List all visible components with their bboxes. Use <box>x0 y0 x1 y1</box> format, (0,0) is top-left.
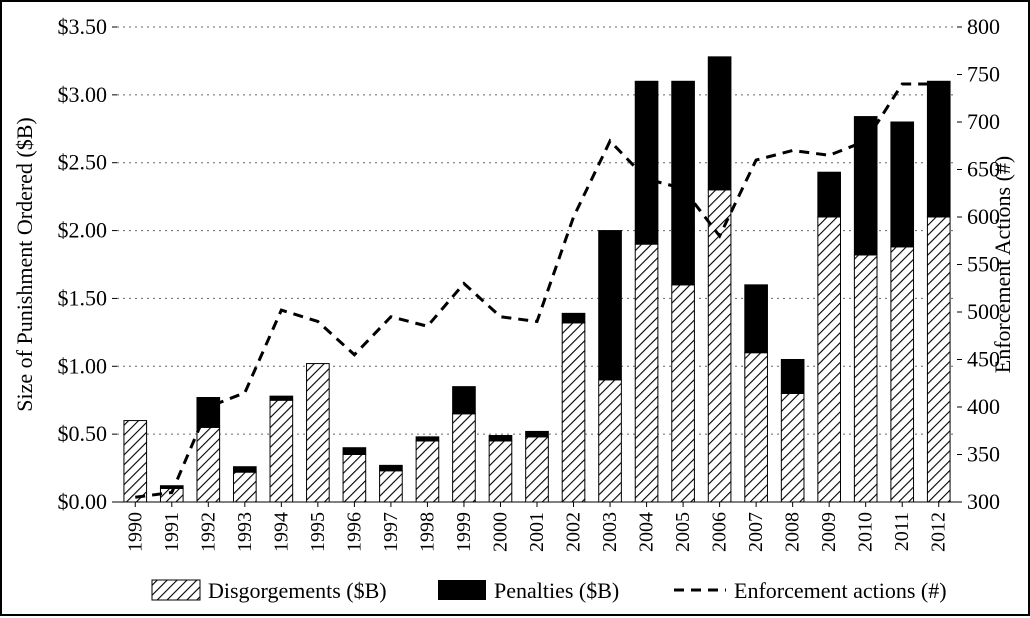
bar-disgorgements <box>234 472 257 502</box>
punishment-enforcement-chart: $0.00 $0.50 $1.00 $1.50 $2.00 $2.50 $3.00 $3.50… <box>2 2 1030 618</box>
y-right-tick-label: 350 <box>967 442 1000 467</box>
x-tick-label: 2010 <box>855 512 877 552</box>
x-tick-label: 1991 <box>161 512 183 552</box>
x-tick-label: 2009 <box>818 512 840 552</box>
bar-penalties <box>781 360 804 394</box>
x-tick-label: 2007 <box>745 512 767 552</box>
bar-disgorgements <box>599 380 622 502</box>
bar-penalties <box>453 387 476 414</box>
legend-label-disgorgements: Disgorgements ($B) <box>208 578 387 603</box>
x-tick-label: 2002 <box>563 512 585 552</box>
bar-disgorgements <box>927 217 950 502</box>
bar-disgorgements <box>672 285 695 502</box>
chart-frame: $0.00 $0.50 $1.00 $1.50 $2.00 $2.50 $3.00 $3.50… <box>0 0 1030 616</box>
x-tick-label: 2006 <box>709 512 731 552</box>
y-left-tick-label: $2.50 <box>58 150 108 175</box>
bar-penalties <box>416 437 439 441</box>
x-tick-label: 1995 <box>307 512 329 552</box>
x-tick-label: 1990 <box>124 512 146 552</box>
x-tick-label: 1997 <box>380 512 402 552</box>
x-tick-label: 1999 <box>453 512 475 552</box>
bar-penalties <box>745 285 768 353</box>
bar-penalties <box>854 117 877 255</box>
bar-disgorgements <box>526 437 549 502</box>
x-tick-label: 2003 <box>599 512 621 552</box>
bar-disgorgements <box>307 364 330 502</box>
bar-disgorgements <box>781 393 804 502</box>
bar-penalties <box>708 57 731 190</box>
bar-disgorgements <box>416 441 439 502</box>
bar-penalties <box>635 81 658 244</box>
bar-disgorgements <box>124 421 147 502</box>
y-left-tick-label: $3.00 <box>58 82 108 107</box>
bar-penalties <box>891 122 914 247</box>
y-left-tick-label: $1.50 <box>58 285 108 310</box>
y-left-axis-label: Size of Punishment Ordered ($B) <box>12 117 37 412</box>
x-tick-label: 2012 <box>928 512 950 552</box>
x-tick-label: 2005 <box>672 512 694 552</box>
bar-penalties <box>270 396 293 400</box>
x-tick-label: 1998 <box>416 512 438 552</box>
bar-disgorgements <box>197 427 220 502</box>
bar-penalties <box>562 313 585 323</box>
bar-penalties <box>599 231 622 380</box>
bar-disgorgements <box>635 244 658 502</box>
y-right-tick-label: 300 <box>967 489 1000 514</box>
x-tick-label: 1992 <box>197 512 219 552</box>
bar-penalties <box>927 81 950 217</box>
bar-penalties <box>526 431 549 436</box>
x-tick-label: 2004 <box>636 512 658 552</box>
y-left-tick-label: $2.00 <box>58 218 108 243</box>
x-tick-label: 2000 <box>489 512 511 552</box>
bar-disgorgements <box>854 255 877 502</box>
x-tick-label: 1993 <box>234 512 256 552</box>
bar-penalties <box>160 486 183 489</box>
bar-penalties <box>197 398 220 428</box>
y-left-tick-label: $3.50 <box>58 14 108 39</box>
bar-disgorgements <box>745 353 768 502</box>
bar-penalties <box>343 448 366 455</box>
x-tick-label: 2008 <box>782 512 804 552</box>
y-right-axis-label: Enforcement Actions (#) <box>990 156 1015 374</box>
y-left-tick-label: $0.50 <box>58 421 108 446</box>
bar-penalties <box>818 172 841 217</box>
x-tick-label: 1994 <box>270 512 292 552</box>
bar-penalties <box>380 465 403 470</box>
y-right-tick-label: 800 <box>967 14 1000 39</box>
bar-disgorgements <box>270 400 293 502</box>
x-tick-label: 1996 <box>343 512 365 552</box>
x-tick-label: 2001 <box>526 512 548 552</box>
legend: Disgorgements ($B) Penalties ($B) Enforcem… <box>152 578 947 603</box>
bar-disgorgements <box>453 414 476 502</box>
bar-penalties <box>489 436 512 441</box>
legend-label-penalties: Penalties ($B) <box>494 578 619 603</box>
y-left-tick-label: $1.00 <box>58 353 108 378</box>
bar-disgorgements <box>380 471 403 502</box>
legend-label-enforcement: Enforcement actions (#) <box>734 578 947 603</box>
legend-swatch-penalties <box>438 580 486 600</box>
x-tick-label: 2011 <box>891 512 913 551</box>
y-left-tick-label: $0.00 <box>58 489 108 514</box>
bar-disgorgements <box>489 441 512 502</box>
legend-swatch-disgorgements <box>152 580 200 600</box>
bar-disgorgements <box>891 247 914 502</box>
y-right-tick-label: 700 <box>967 109 1000 134</box>
bar-penalties <box>234 467 257 472</box>
bar-disgorgements <box>818 217 841 502</box>
bar-penalties <box>672 81 695 285</box>
y-right-tick-label: 400 <box>967 394 1000 419</box>
bar-disgorgements <box>562 323 585 502</box>
bar-disgorgements <box>343 455 366 503</box>
y-right-tick-label: 750 <box>967 62 1000 87</box>
